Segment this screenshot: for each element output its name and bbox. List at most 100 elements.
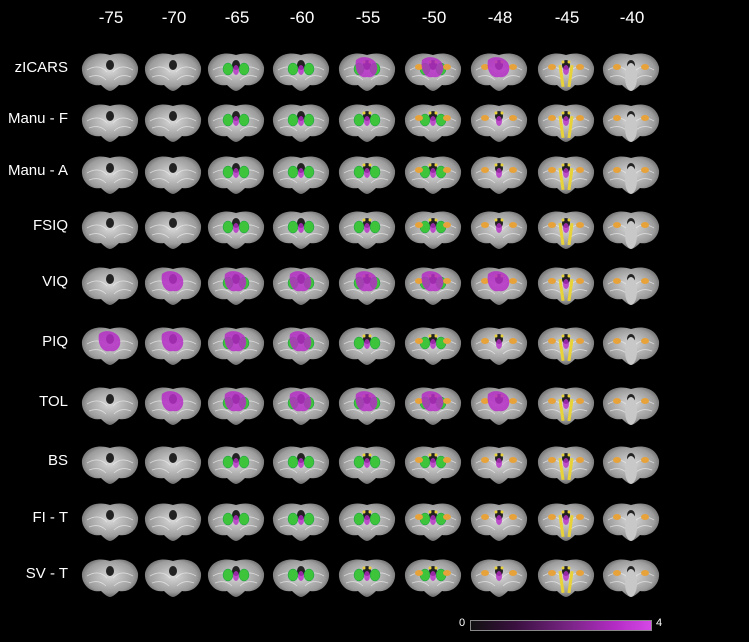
brain-slice-4-1 [142, 259, 204, 309]
brain-slice-1-0 [79, 96, 141, 146]
brain-slice-5-6 [468, 319, 530, 369]
brain-slice-0-0 [79, 45, 141, 95]
column-header-2: -65 [224, 8, 250, 27]
row-label-8: FI - T [32, 509, 68, 526]
brain-slice-5-5 [402, 319, 464, 369]
row-label-6: TOL [39, 393, 68, 410]
brain-slice-6-5 [402, 379, 464, 429]
brain-slice-1-2 [205, 96, 267, 146]
brain-slice-1-8 [600, 96, 662, 146]
brain-slice-3-8 [600, 203, 662, 253]
brain-slice-3-1 [142, 203, 204, 253]
colorbar [470, 620, 652, 631]
brain-slice-3-5 [402, 203, 464, 253]
brain-slice-7-5 [402, 438, 464, 488]
brain-slice-6-7 [535, 379, 597, 429]
brain-slice-7-6 [468, 438, 530, 488]
brain-slice-8-6 [468, 495, 530, 545]
row-label-5: PIQ [42, 333, 68, 350]
brain-slice-6-1 [142, 379, 204, 429]
brain-slice-0-8 [600, 45, 662, 95]
brain-slice-0-5 [402, 45, 464, 95]
brain-slice-2-3 [270, 148, 332, 198]
brain-slice-8-5 [402, 495, 464, 545]
brain-slice-2-1 [142, 148, 204, 198]
brain-slice-9-2 [205, 551, 267, 601]
brain-slice-8-1 [142, 495, 204, 545]
brain-slice-4-8 [600, 259, 662, 309]
colorbar-max-label: 4 [656, 617, 663, 629]
brain-slice-1-7 [535, 96, 597, 146]
column-header-6: -48 [487, 8, 513, 27]
column-header-7: -45 [554, 8, 580, 27]
brain-slice-7-2 [205, 438, 267, 488]
brain-slice-4-3 [270, 259, 332, 309]
brain-slice-2-0 [79, 148, 141, 198]
brain-slice-1-1 [142, 96, 204, 146]
brain-slice-6-3 [270, 379, 332, 429]
row-label-4: VIQ [42, 273, 68, 290]
brain-slice-4-0 [79, 259, 141, 309]
brain-slice-5-8 [600, 319, 662, 369]
brain-slice-2-4 [336, 148, 398, 198]
brain-slice-3-0 [79, 203, 141, 253]
brain-slice-0-7 [535, 45, 597, 95]
column-header-8: -40 [619, 8, 645, 27]
row-label-7: BS [47, 452, 68, 469]
column-header-4: -55 [355, 8, 381, 27]
brain-slice-5-7 [535, 319, 597, 369]
brain-slice-7-8 [600, 438, 662, 488]
brain-slice-8-4 [336, 495, 398, 545]
row-label-3: FSIQ [32, 217, 68, 234]
brain-slice-2-5 [402, 148, 464, 198]
brain-slice-9-3 [270, 551, 332, 601]
brain-slice-9-1 [142, 551, 204, 601]
brain-slice-1-3 [270, 96, 332, 146]
brain-slice-9-4 [336, 551, 398, 601]
brain-slice-3-7 [535, 203, 597, 253]
row-label-1: Manu - F [7, 110, 68, 127]
brain-slice-5-4 [336, 319, 398, 369]
brain-slice-3-3 [270, 203, 332, 253]
brain-slice-2-2 [205, 148, 267, 198]
brain-slice-0-3 [270, 45, 332, 95]
colorbar-min-label: 0 [459, 617, 466, 629]
row-label-2: Manu - A [7, 162, 68, 179]
brain-slice-1-6 [468, 96, 530, 146]
brain-slice-8-2 [205, 495, 267, 545]
brain-slice-9-7 [535, 551, 597, 601]
brain-slice-3-6 [468, 203, 530, 253]
brain-slice-3-4 [336, 203, 398, 253]
brain-slice-4-4 [336, 259, 398, 309]
brain-slice-2-7 [535, 148, 597, 198]
brain-slice-4-7 [535, 259, 597, 309]
brain-slice-1-5 [402, 96, 464, 146]
brain-slice-5-1 [142, 319, 204, 369]
brain-slice-7-3 [270, 438, 332, 488]
brain-slice-7-1 [142, 438, 204, 488]
brain-slice-4-5 [402, 259, 464, 309]
brain-slice-5-2 [205, 319, 267, 369]
brain-slice-6-4 [336, 379, 398, 429]
brain-slice-5-3 [270, 319, 332, 369]
brain-slice-8-3 [270, 495, 332, 545]
column-header-1: -70 [161, 8, 187, 27]
brain-slice-8-7 [535, 495, 597, 545]
brain-slice-0-2 [205, 45, 267, 95]
brain-slice-9-0 [79, 551, 141, 601]
brain-slice-6-2 [205, 379, 267, 429]
brain-slice-8-0 [79, 495, 141, 545]
brain-slice-6-6 [468, 379, 530, 429]
brain-slice-9-5 [402, 551, 464, 601]
brain-slice-4-6 [468, 259, 530, 309]
row-label-9: SV - T [25, 565, 68, 582]
brain-slice-1-4 [336, 96, 398, 146]
brain-slice-7-7 [535, 438, 597, 488]
brain-slice-5-0 [79, 319, 141, 369]
brain-slice-0-4 [336, 45, 398, 95]
column-header-0: -75 [98, 8, 124, 27]
column-header-5: -50 [421, 8, 447, 27]
brain-slice-9-6 [468, 551, 530, 601]
brain-slice-8-8 [600, 495, 662, 545]
brain-slice-0-6 [468, 45, 530, 95]
